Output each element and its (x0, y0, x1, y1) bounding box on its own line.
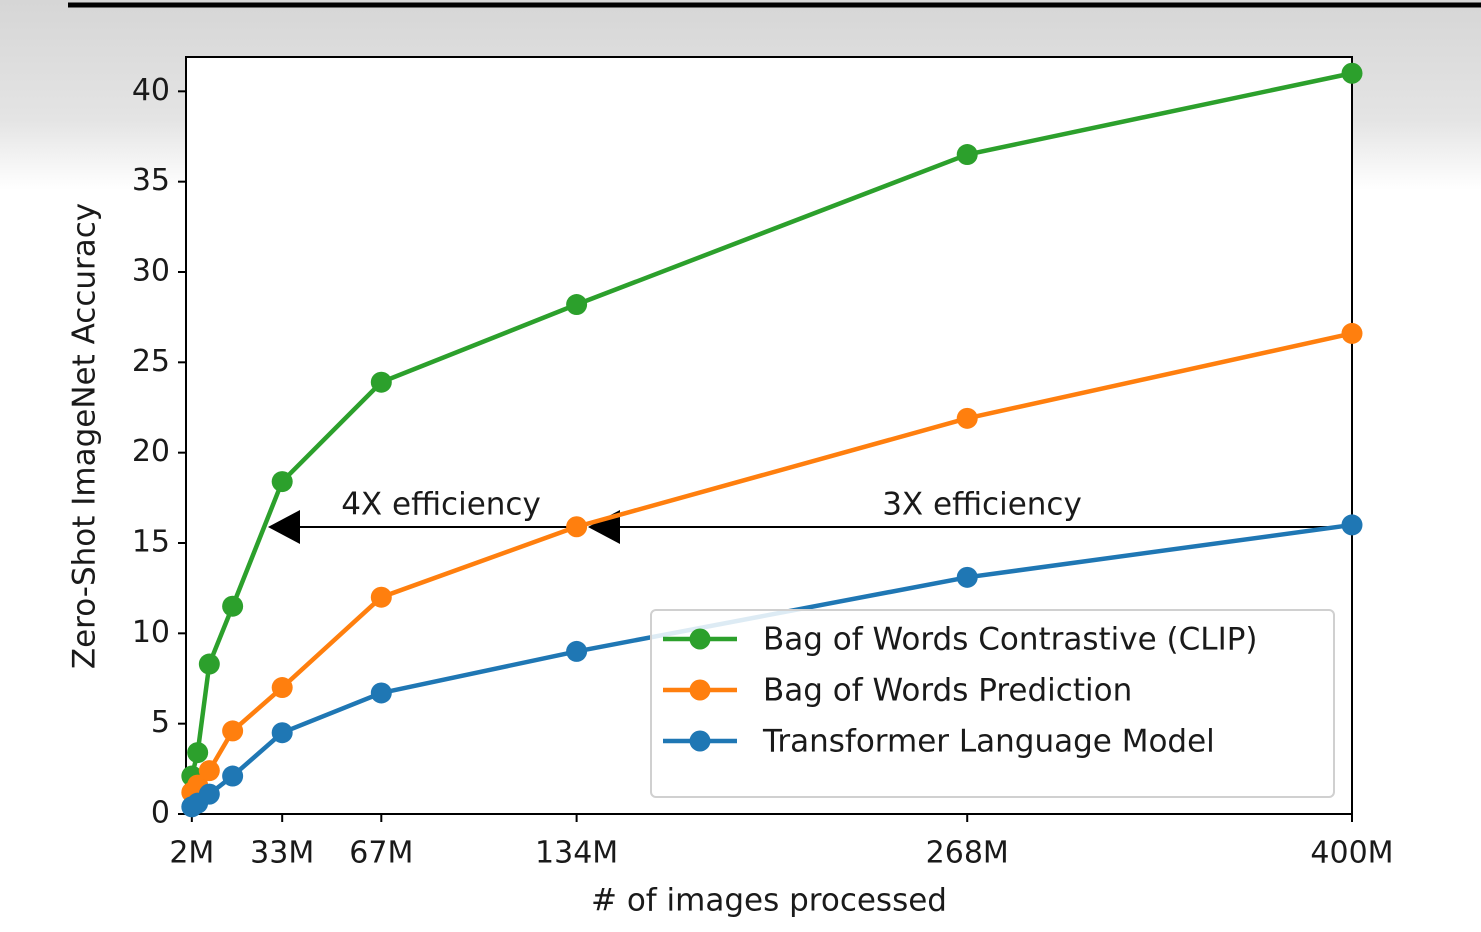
point (1341, 514, 1363, 536)
legend-label: Bag of Words Prediction (763, 673, 1132, 709)
arrow-head (268, 510, 300, 544)
point (956, 407, 978, 429)
y-tick-label: 10 (132, 615, 170, 650)
y-tick-label: 40 (132, 73, 170, 108)
y-tick-label: 0 (151, 796, 170, 831)
legend-marker (689, 628, 711, 650)
annotation: 4X efficiency (341, 487, 541, 523)
annotation: 3X efficiency (882, 487, 1082, 523)
point (566, 640, 588, 662)
legend-box (650, 609, 1335, 798)
x-axis-label: # of images processed (591, 883, 947, 919)
point (370, 586, 392, 608)
point (566, 516, 588, 538)
x-tick-label: 2M (169, 836, 214, 871)
point (222, 595, 244, 617)
legend-marker (689, 730, 711, 752)
point (198, 653, 220, 675)
y-tick-label: 5 (151, 705, 170, 740)
point (566, 294, 588, 316)
point (198, 760, 220, 782)
point (187, 742, 209, 764)
y-tick-label: 15 (132, 524, 170, 559)
x-tick-label: 268M (926, 836, 1009, 871)
point (956, 566, 978, 588)
point (1341, 322, 1363, 344)
point (271, 677, 293, 699)
point (271, 722, 293, 744)
x-tick-label: 67M (349, 836, 413, 871)
x-tick-label: 33M (250, 836, 314, 871)
x-tick-label: 400M (1310, 836, 1393, 871)
legend-label: Transformer Language Model (762, 724, 1215, 760)
point (222, 765, 244, 787)
legend-marker (689, 679, 711, 701)
point (198, 783, 220, 805)
point (222, 720, 244, 742)
y-tick-label: 30 (132, 253, 170, 288)
x-tick-label: 134M (535, 836, 618, 871)
point (271, 471, 293, 493)
y-tick-label: 25 (132, 344, 170, 379)
legend-label: Bag of Words Contrastive (CLIP) (763, 622, 1258, 658)
y-tick-label: 20 (132, 434, 170, 469)
point (370, 682, 392, 704)
y-axis-label: Zero-Shot ImageNet Accuracy (67, 203, 103, 669)
point (956, 144, 978, 166)
y-tick-label: 35 (132, 163, 170, 198)
point (1341, 62, 1363, 84)
point (370, 371, 392, 393)
